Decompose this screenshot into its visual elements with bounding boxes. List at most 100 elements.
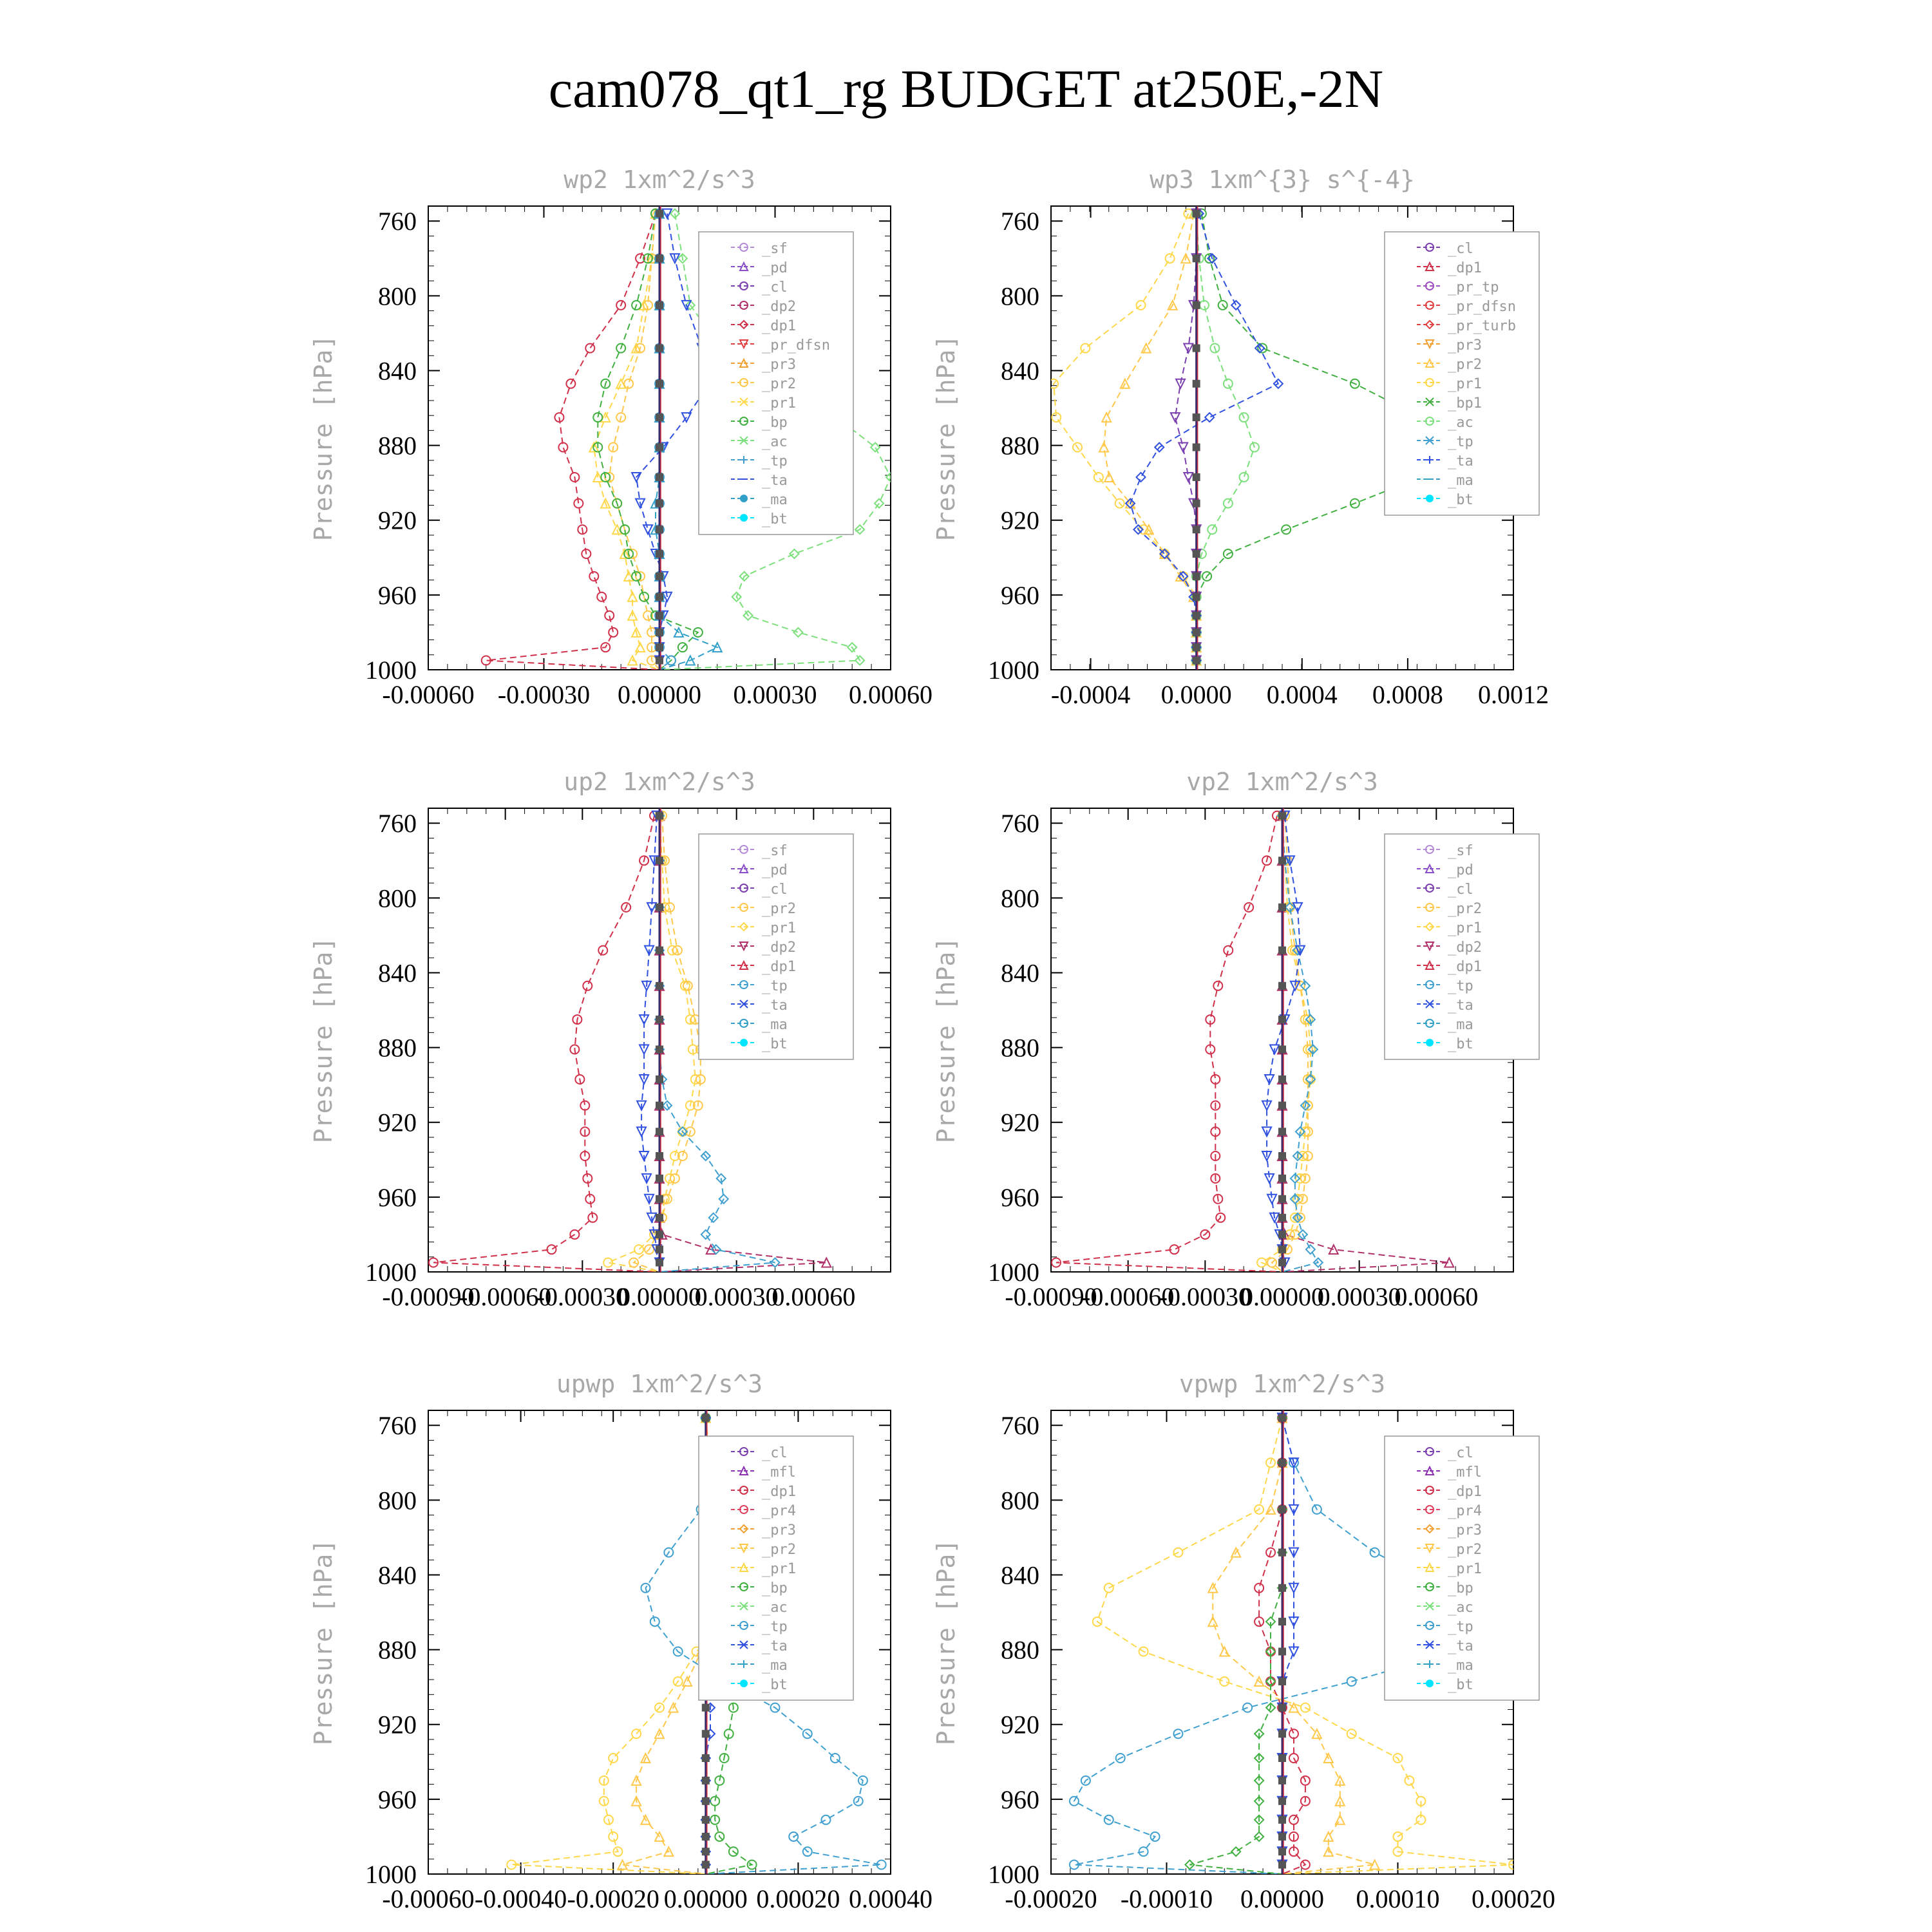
y-tick-label: 840 <box>378 1560 417 1589</box>
y-tick-label: 920 <box>1001 1108 1039 1137</box>
y-tick-label: 840 <box>1001 1560 1039 1589</box>
y-tick-label: 920 <box>1001 506 1039 535</box>
zero-bundle-marker <box>1278 1152 1286 1160</box>
zero-bundle-marker <box>656 1245 663 1254</box>
zero-bundle-marker <box>1278 1414 1286 1422</box>
legend-entry: _cl <box>762 279 788 296</box>
x-tick-label: 0.00000 <box>664 1884 748 1913</box>
zero-bundle-marker <box>656 209 663 218</box>
zero-bundle-marker <box>1278 1459 1286 1467</box>
legend-box <box>1384 833 1540 1060</box>
legend-entry: _tp <box>1448 978 1473 994</box>
y-axis-label: Pressure [hPa] <box>309 335 337 541</box>
y-tick-label: 800 <box>378 1486 417 1515</box>
legend-entry: _dp1 <box>1448 260 1482 276</box>
series-line <box>645 1417 882 1874</box>
zero-bundle-marker <box>656 643 663 652</box>
x-tick-label: 0.0000 <box>1161 680 1232 709</box>
y-tick-label: 1000 <box>988 1258 1039 1287</box>
legend-entry: _ta <box>762 1638 788 1654</box>
y-tick-label: 920 <box>378 1108 417 1137</box>
x-tick-label: 0.00030 <box>1318 1282 1401 1311</box>
zero-bundle-marker <box>701 1414 710 1422</box>
series-line <box>1053 213 1197 670</box>
series-line <box>1271 815 1309 1272</box>
legend-entry: _pd <box>762 260 788 276</box>
legend-entry: _dp1 <box>1448 1484 1482 1500</box>
x-tick-label: 0.00060 <box>772 1282 855 1311</box>
legend-entry: _pr_turb <box>1448 318 1516 334</box>
legend-entry: _pr2 <box>762 376 796 392</box>
series-line <box>1103 213 1197 670</box>
y-tick-label: 760 <box>1001 1411 1039 1440</box>
legend: _cl _mfl _dp1 _pr4 _pr3 _pr2 _pr1 _bp _ac _tp _ta _… <box>698 1435 854 1701</box>
legend-entry: _pr4 <box>1448 1503 1482 1519</box>
x-tick-label: 0.00000 <box>618 680 701 709</box>
legend-entry: _pr1 <box>762 1561 796 1577</box>
legend-box <box>698 1435 854 1701</box>
legend-entry: _cl <box>762 1445 788 1461</box>
zero-bundle-marker <box>656 592 663 601</box>
zero-bundle-marker <box>656 1258 663 1267</box>
legend-entry: _pr1 <box>762 920 796 936</box>
zero-bundle-marker <box>1278 1730 1286 1738</box>
chart-panel-5: upwp 1xm^2/s^3 Pressure [hPa] 760 800 840 880… <box>309 1370 933 1913</box>
legend-entry: _pd <box>762 862 788 878</box>
zero-bundle-marker <box>1278 1832 1286 1841</box>
zero-bundle-marker <box>656 1174 663 1182</box>
chart-panel-1: wp2 1xm^2/s^3 Pressure [hPa] 760 800 840 880 9… <box>309 166 933 709</box>
y-tick-label: 840 <box>1001 356 1039 385</box>
legend-entry: _pr_tp <box>1448 279 1499 296</box>
legend-entry: _ma <box>1448 1658 1473 1674</box>
series-line <box>1195 213 1255 670</box>
x-tick-label: 0.00030 <box>734 680 817 709</box>
y-tick-label: 1000 <box>365 1860 417 1889</box>
zero-bundle-marker <box>1278 1848 1286 1856</box>
zero-bundle-marker <box>1192 643 1200 652</box>
legend: _sf _pd _cl _pr2 _pr1 _dp2 _dp1 _tp _ta _ma _bt <box>698 833 854 1060</box>
legend-entry: _ta <box>762 473 788 489</box>
legend-entry: _tp <box>762 1619 788 1635</box>
zero-bundle-marker <box>1278 1128 1286 1136</box>
y-tick-label: 1000 <box>365 656 417 685</box>
y-tick-label: 880 <box>378 1636 417 1665</box>
plot-area <box>1051 206 1466 670</box>
y-tick-label: 880 <box>1001 1034 1039 1063</box>
legend-box <box>698 833 854 1060</box>
zero-bundle-marker <box>1192 209 1200 218</box>
x-tick-label: -0.00060 <box>1082 1282 1174 1311</box>
series-line <box>605 815 696 1272</box>
legend-entry: _ta <box>1448 1638 1473 1654</box>
chart-panel-4: vp2 1xm^2/s^3 Pressure [hPa] 760 800 840 880 9… <box>932 768 1540 1311</box>
zero-bundle-marker <box>656 499 663 507</box>
zero-bundle-marker <box>1192 413 1200 422</box>
zero-bundle-marker <box>1192 499 1200 507</box>
legend-entry: _ta <box>762 998 788 1014</box>
legend-entry: _bt <box>1448 492 1473 508</box>
zero-bundle-marker <box>1278 946 1286 954</box>
legend-entry: _ta <box>1448 453 1473 469</box>
x-tick-label: 0.0012 <box>1478 680 1549 709</box>
x-tick-label: -0.00020 <box>1005 1884 1097 1913</box>
legend-box <box>1384 1435 1540 1701</box>
zero-bundle-marker <box>656 443 663 451</box>
legend-entry: _bt <box>1448 1677 1473 1693</box>
plot-area <box>1068 1410 1513 1874</box>
legend-entry: _pr_dfsn <box>1448 299 1516 315</box>
chart-panel-3: up2 1xm^2/s^3 Pressure [hPa] 760 800 840 880 9… <box>309 768 891 1311</box>
plot-area <box>428 808 832 1272</box>
zero-bundle-marker <box>656 1230 663 1238</box>
y-tick-label: 960 <box>1001 1183 1039 1212</box>
zero-bundle-marker <box>656 526 663 534</box>
legend-entry: _ma <box>762 1658 788 1674</box>
zero-bundle-marker <box>701 1832 710 1841</box>
legend-entry: _pr1 <box>762 395 796 412</box>
zero-bundle-marker <box>1192 344 1200 352</box>
x-tick-label: -0.00060 <box>382 1884 474 1913</box>
legend-entry: _pr1 <box>1448 376 1482 392</box>
series-line <box>433 815 660 1272</box>
panel-title: wp2 1xm^2/s^3 <box>564 166 755 194</box>
x-tick-label: 0.00020 <box>1472 1884 1555 1913</box>
legend-box <box>1384 231 1540 516</box>
